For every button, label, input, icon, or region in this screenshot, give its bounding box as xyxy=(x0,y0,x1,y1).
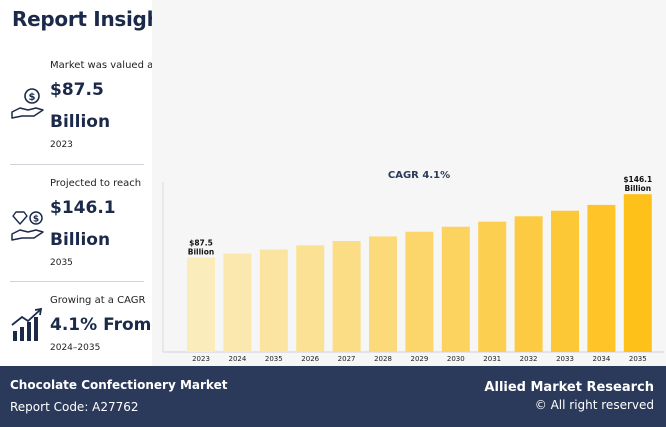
bar-2023 xyxy=(187,257,215,352)
x-tick-label: 2033 xyxy=(556,355,574,363)
bar-2030 xyxy=(441,226,470,352)
stat-value: $146.1 xyxy=(50,198,116,218)
bar-2024 xyxy=(223,253,252,352)
x-tick-label: 2030 xyxy=(447,355,465,363)
stat-value: 4.1% From xyxy=(50,315,152,335)
bar-2035 xyxy=(259,249,288,352)
stat-year: 2024–2035 xyxy=(50,343,101,353)
report-code: Report Code: A27762 xyxy=(10,400,139,414)
svg-text:$: $ xyxy=(29,92,36,103)
stat-year: 2035 xyxy=(50,258,73,268)
stat-year: 2023 xyxy=(50,140,73,150)
svg-text:$: $ xyxy=(33,215,39,225)
x-tick-label: 2034 xyxy=(592,355,610,363)
x-tick-label: 2031 xyxy=(483,355,501,363)
x-tick-label: 2026 xyxy=(301,355,319,363)
data-label: $146.1 Billion xyxy=(623,175,652,193)
bar-2029 xyxy=(405,231,434,352)
stat-unit: Billion xyxy=(50,112,111,132)
bar-2035 xyxy=(623,194,652,352)
bar-2028 xyxy=(369,236,397,352)
x-tick-label: 2024 xyxy=(228,355,246,363)
stat-market-value: Market was valued at $ $87.5 Billion 202… xyxy=(10,58,157,158)
diamond-hand-icon: $ xyxy=(11,211,44,241)
data-label: $87.5 Billion xyxy=(188,239,215,257)
copyright: © All right reserved xyxy=(534,398,654,412)
growth-chart-icon xyxy=(11,307,43,341)
bar-2032 xyxy=(514,216,543,352)
x-tick-label: 2035 xyxy=(265,355,283,363)
x-tick-label: 2023 xyxy=(192,355,210,363)
bar-2026 xyxy=(296,245,325,352)
stat-label: Projected to reach xyxy=(50,178,142,189)
bar-2033 xyxy=(551,210,579,352)
x-tick-label: 2035 xyxy=(629,355,647,363)
x-tick-label: 2028 xyxy=(374,355,392,363)
stat-label: Market was valued at xyxy=(50,60,158,71)
divider xyxy=(10,164,144,165)
stat-projected-value: Projected to reach $ $146.1 Billion 2035 xyxy=(10,176,146,276)
x-tick-label: 2032 xyxy=(520,355,538,363)
bar-chart: CAGR 4.1% 2023 2024 2035 2026 2027 2028 2029 20… xyxy=(162,170,664,363)
bar-2031 xyxy=(478,221,507,352)
divider xyxy=(10,281,144,282)
stat-label: Growing at a CAGR xyxy=(50,295,146,306)
footer-bar: Chocolate Confectionery Market Report Co… xyxy=(0,366,666,427)
stat-unit: Billion xyxy=(50,230,111,250)
brand-name: Allied Market Research xyxy=(484,380,654,395)
bar-2034 xyxy=(587,204,616,352)
x-tick-label: 2027 xyxy=(338,355,356,363)
bar-2027 xyxy=(332,240,361,352)
stat-value: $87.5 xyxy=(50,80,104,100)
stat-cagr: Growing at a CAGR 4.1% From 2024–2035 xyxy=(10,293,151,363)
market-name: Chocolate Confectionery Market xyxy=(10,378,228,392)
x-tick-label: 2029 xyxy=(410,355,428,363)
cagr-annotation: CAGR 4.1% xyxy=(388,170,450,181)
money-hand-icon: $ xyxy=(11,88,44,119)
